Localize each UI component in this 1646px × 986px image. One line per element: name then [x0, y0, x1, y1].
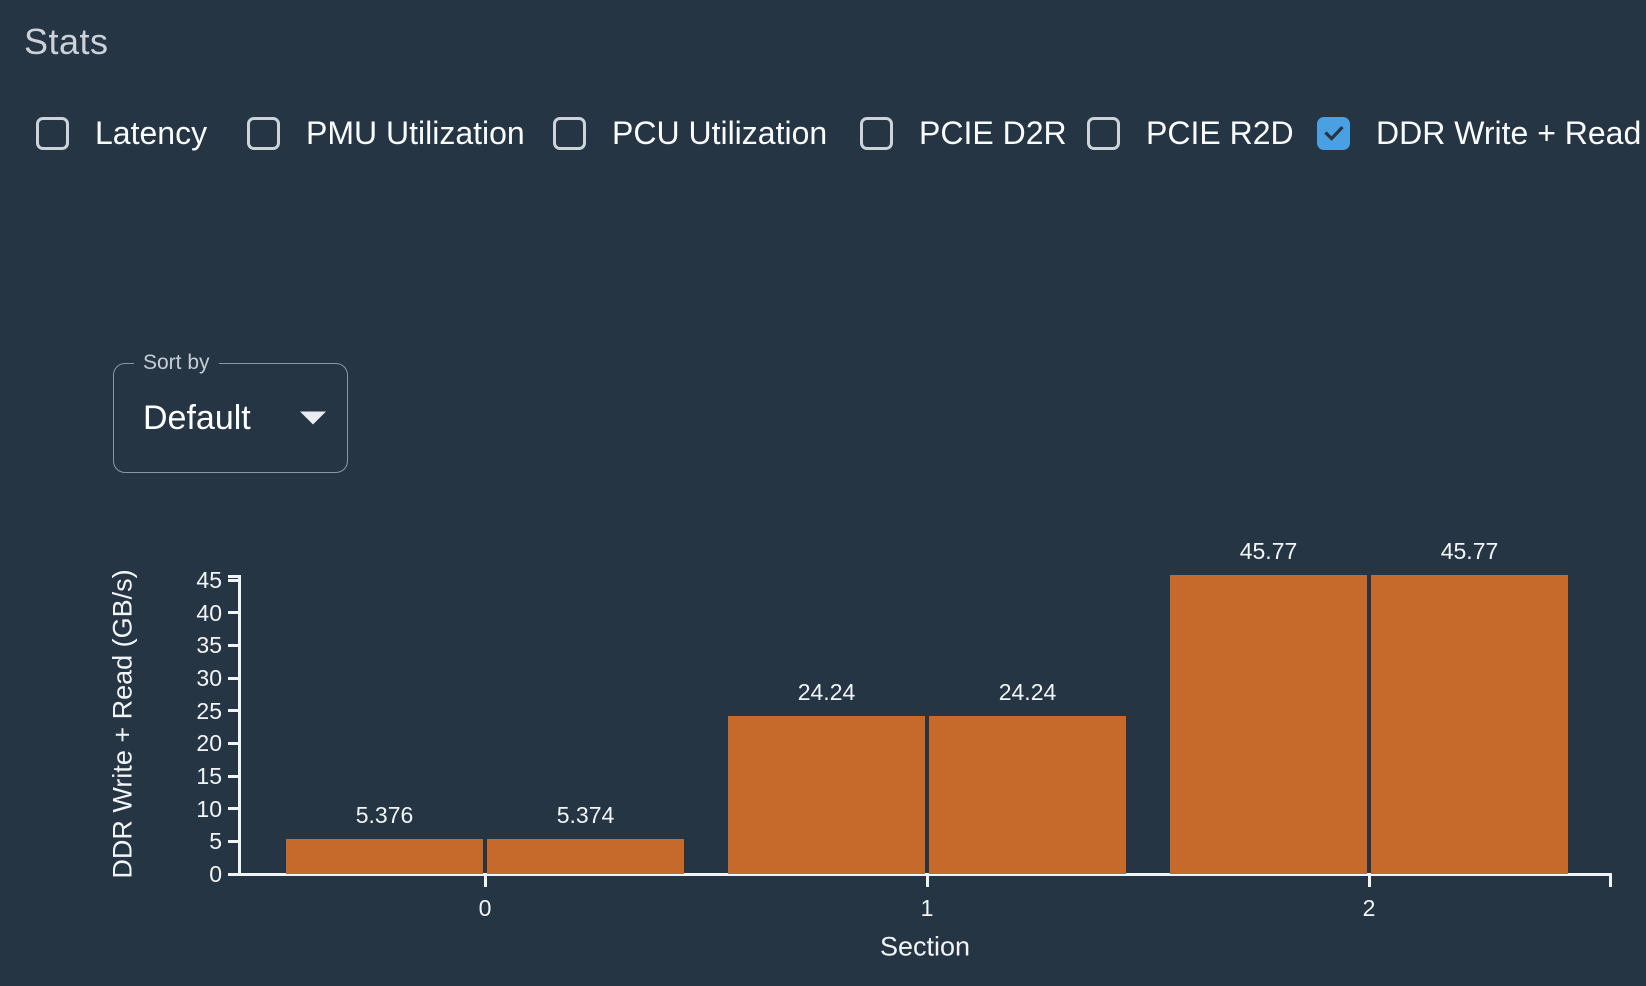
bar	[929, 715, 1126, 874]
y-tick-label: 0	[209, 861, 222, 887]
y-tick	[228, 807, 241, 811]
x-tick-label: 2	[1362, 895, 1376, 921]
bar-value-label: 24.24	[797, 678, 856, 705]
stat-checkbox-latency[interactable]: Latency	[36, 114, 208, 151]
y-tick-label: 20	[196, 730, 222, 757]
bar	[286, 838, 483, 874]
checkbox-box[interactable]	[36, 116, 69, 150]
y-tick	[228, 643, 241, 647]
y-tick	[228, 872, 241, 876]
stat-checkbox-pcie-d2r[interactable]: PCIE D2R	[860, 114, 1067, 151]
checkbox-box[interactable]	[1087, 116, 1120, 150]
bar-value-label: 5.376	[355, 801, 414, 828]
x-axis-title: Section	[879, 931, 971, 962]
bar	[1170, 575, 1367, 874]
x-tick	[1367, 876, 1371, 887]
y-axis-line	[238, 575, 241, 876]
bar-value-label: 24.24	[998, 678, 1057, 705]
checkbox-box[interactable]	[1317, 116, 1350, 150]
y-axis-title: DDR Write + Read (GB/s)	[107, 569, 138, 879]
bar	[1371, 575, 1568, 874]
y-tick-label: 35	[196, 632, 222, 659]
bar-value-label: 45.77	[1239, 538, 1298, 564]
bar	[728, 715, 925, 874]
x-tick-label: 1	[920, 895, 934, 921]
sort-by-legend: Sort by	[134, 351, 219, 375]
x-axis-line	[238, 873, 1612, 876]
y-tick-label: 30	[196, 665, 222, 692]
checkbox-box[interactable]	[553, 116, 586, 150]
bar	[487, 838, 684, 874]
chevron-down-icon	[300, 411, 326, 425]
y-tick	[228, 774, 241, 778]
checkbox-label[interactable]: PCU Utilization	[612, 114, 828, 151]
checkbox-label[interactable]: PCIE D2R	[919, 114, 1067, 151]
checkbox-box[interactable]	[860, 116, 893, 150]
x-axis-end-cap	[1609, 873, 1612, 887]
y-tick-label: 5	[209, 828, 222, 855]
y-tick	[228, 578, 241, 582]
x-tick-label: 0	[478, 895, 492, 921]
y-tick	[228, 741, 241, 745]
bar-value-label: 5.374	[556, 801, 615, 828]
stat-checkbox-pcie-r2d[interactable]: PCIE R2D	[1087, 114, 1294, 151]
y-tick-label: 40	[196, 599, 222, 626]
y-tick	[228, 676, 241, 680]
checkbox-label[interactable]: PMU Utilization	[306, 114, 525, 151]
checkbox-box[interactable]	[247, 116, 280, 150]
check-icon	[1323, 125, 1344, 141]
y-tick	[228, 839, 241, 843]
y-tick	[228, 611, 241, 615]
checkbox-label[interactable]: Latency	[95, 114, 208, 151]
stat-checkbox-pcu-utilization[interactable]: PCU Utilization	[553, 114, 828, 151]
x-tick	[483, 876, 487, 887]
sort-by-select[interactable]: Sort by Default	[113, 351, 348, 473]
y-tick-label: 10	[196, 795, 222, 822]
stat-checkbox-pmu-utilization[interactable]: PMU Utilization	[247, 114, 525, 151]
sort-by-value: Default	[143, 398, 251, 437]
bar-value-label: 45.77	[1440, 538, 1499, 564]
page-title: Stats	[24, 21, 109, 62]
y-tick	[228, 709, 241, 713]
y-tick-label: 25	[196, 697, 222, 724]
stat-checkbox-ddr-write-read[interactable]: DDR Write + Read	[1317, 114, 1642, 151]
checkbox-label[interactable]: DDR Write + Read	[1376, 114, 1642, 151]
checkbox-label[interactable]: PCIE R2D	[1146, 114, 1294, 151]
y-tick-label: 15	[196, 763, 222, 789]
y-axis-top-cap	[228, 575, 241, 578]
y-tick-label: 45	[196, 567, 222, 594]
x-tick	[925, 876, 929, 887]
